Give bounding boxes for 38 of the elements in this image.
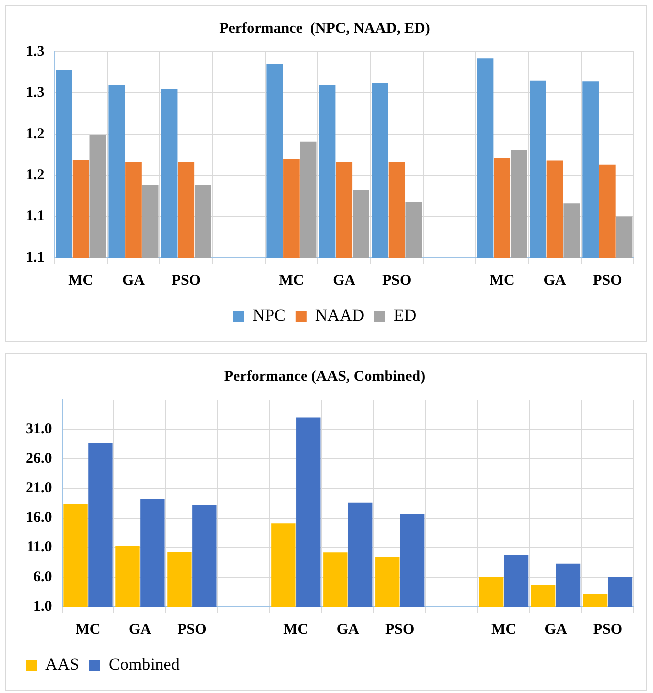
legend-label: ED xyxy=(394,306,417,325)
y-tick-label: 1.3 xyxy=(26,85,45,102)
y-tick-label: 1.1 xyxy=(26,250,45,266)
y-tick-label: 6.0 xyxy=(34,569,52,586)
x-tick-label: PSO xyxy=(382,272,412,289)
y-tick-label: 11.0 xyxy=(26,540,52,556)
y-tick-label: 26.0 xyxy=(26,451,52,468)
x-tick-label: GA xyxy=(336,622,360,638)
y-tick-label: 1.2 xyxy=(26,167,45,184)
legend-label: AAS xyxy=(46,654,80,674)
x-tick-label: GA xyxy=(333,272,356,289)
x-tick-label: PSO xyxy=(593,622,623,638)
x-tick-label: MC xyxy=(490,272,515,289)
x-tick-label: MC xyxy=(76,622,101,638)
x-tick-label: GA xyxy=(544,272,566,289)
y-tick-label: 31.0 xyxy=(26,421,52,438)
x-tick-label: GA xyxy=(128,622,152,638)
x-tick-label: GA xyxy=(122,272,146,289)
y-tick-label: 1.0 xyxy=(34,598,52,615)
legend-label: NPC xyxy=(252,306,286,325)
y-tick-label: 16.0 xyxy=(26,510,52,526)
legend-label: Combined xyxy=(109,654,180,674)
x-tick-label: PSO xyxy=(386,622,415,638)
x-tick-label: MC xyxy=(284,622,309,638)
legend-label: NAAD xyxy=(315,306,365,325)
chart-title: Performance (NPC, NAAD, ED) xyxy=(220,20,430,37)
chart-title: Performance (AAS, Combined) xyxy=(224,368,426,385)
x-tick-label: PSO xyxy=(178,622,207,638)
y-tick-label: 1.3 xyxy=(26,44,45,60)
y-tick-label: 1.2 xyxy=(26,126,45,142)
x-tick-label: PSO xyxy=(172,272,201,289)
y-tick-label: 21.0 xyxy=(26,480,52,497)
x-tick-label: MC xyxy=(68,272,94,289)
y-tick-label: 1.1 xyxy=(26,208,45,225)
x-tick-label: MC xyxy=(492,622,517,638)
x-tick-label: MC xyxy=(279,272,304,289)
x-tick-label: PSO xyxy=(593,272,622,289)
x-tick-label: GA xyxy=(544,622,568,638)
